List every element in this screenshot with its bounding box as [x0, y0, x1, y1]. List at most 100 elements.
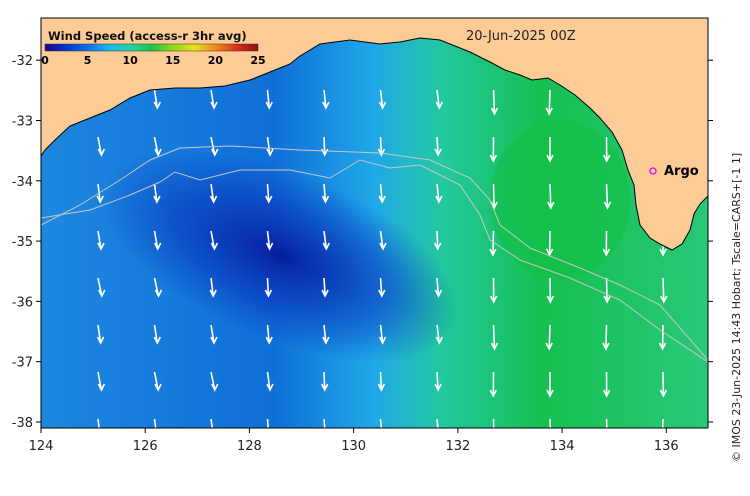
- x-tick-label: 128: [237, 439, 262, 454]
- y-tick-label: -36: [12, 295, 33, 310]
- wind-arrow: [489, 230, 497, 257]
- wind-arrow: [602, 136, 611, 163]
- wind-arrow: [97, 136, 106, 157]
- y-tick-label: -35: [12, 235, 33, 250]
- wind-arrow: [435, 324, 444, 345]
- wind-arrow: [661, 418, 664, 428]
- wind-arrow: [266, 418, 269, 428]
- australia-landmass: [41, 18, 708, 251]
- y-tick-label: -34: [12, 175, 33, 190]
- wind-arrow: [153, 418, 157, 428]
- wind-arrow: [603, 183, 612, 210]
- wind-arrow: [322, 230, 331, 251]
- wind-arrow: [435, 89, 444, 110]
- wind-arrow: [546, 372, 554, 398]
- wind-arrow: [153, 277, 163, 298]
- wind-arrow: [549, 418, 552, 428]
- wind-arrow: [378, 183, 386, 204]
- wind-arrow: [492, 418, 495, 428]
- wind-arrow: [153, 136, 162, 157]
- x-tick-label: 132: [445, 439, 470, 454]
- wind-arrow: [96, 324, 105, 345]
- x-tick-label: 124: [29, 439, 54, 454]
- wind-arrow: [602, 371, 611, 398]
- wind-arrow: [210, 230, 219, 251]
- wind-arrow: [377, 371, 386, 392]
- credit-container: © IMOS 23-Jun-2025 14:43 Hobart; Tscale=…: [726, 22, 746, 462]
- wind-arrow: [97, 277, 106, 298]
- wind-arrow: [602, 230, 611, 257]
- wind-arrow: [323, 418, 326, 428]
- wind-arrow: [265, 89, 273, 110]
- wind-arrow: [209, 183, 218, 204]
- wind-arrow: [436, 418, 439, 428]
- wind-arrow: [210, 324, 218, 345]
- wind-arrow: [546, 277, 555, 304]
- wind-arrow: [266, 371, 274, 392]
- wind-arrow: [603, 277, 611, 304]
- wind-arrow: [322, 89, 330, 110]
- x-tick-label: 136: [654, 439, 679, 454]
- x-axis: 124 126 128 130 132 134 136: [29, 428, 679, 454]
- wind-arrow: [379, 230, 387, 251]
- colorbar-ticks: 0 5 10 15 20 25: [41, 54, 265, 67]
- wind-arrow: [266, 136, 274, 157]
- wind-arrow: [264, 277, 273, 298]
- colorbar-tick-label: 20: [208, 54, 224, 67]
- colorbar-tick-label: 15: [165, 54, 180, 67]
- wind-arrow: [97, 230, 105, 251]
- colorbar-tick-label: 10: [123, 54, 139, 67]
- wind-arrow: [490, 89, 499, 116]
- wind-arrow: [265, 183, 273, 204]
- wind-arrow: [97, 371, 106, 392]
- wind-arrow: [210, 418, 214, 428]
- x-tick-label: 126: [133, 439, 158, 454]
- wind-arrow: [377, 136, 386, 157]
- wind-arrow: [153, 371, 162, 392]
- low-wind-core: [100, 148, 460, 362]
- y-axis: -32 -33 -34 -35 -36 -37 -38: [12, 54, 713, 431]
- colorbar-tick-label: 0: [41, 54, 49, 67]
- wind-arrow: [210, 371, 219, 392]
- wind-arrow: [489, 277, 498, 304]
- wind-arrow: [378, 277, 386, 298]
- wind-arrow: [210, 89, 218, 110]
- wind-arrow: [489, 371, 498, 398]
- argo-marker-icon: [649, 167, 657, 175]
- wind-arrow: [97, 418, 100, 428]
- wind-arrow: [320, 371, 329, 392]
- wind-arrow: [434, 277, 443, 298]
- colorbar-tick-label: 5: [84, 54, 92, 67]
- wind-arrow: [322, 324, 330, 345]
- wind-arrow: [434, 136, 442, 157]
- wind-arrow: [435, 183, 443, 204]
- wind-arrow: [545, 324, 553, 351]
- wind-arrow: [379, 418, 383, 428]
- shelf-contour-outer: [41, 145, 708, 361]
- shelf-contour-inner: [41, 159, 708, 363]
- y-tick-label: -37: [12, 356, 33, 371]
- map-border: [40, 17, 709, 429]
- argo-label: Argo: [664, 164, 699, 179]
- wind-arrow: [321, 277, 329, 298]
- wind-arrow: [265, 324, 273, 345]
- wind-arrow: [547, 183, 555, 210]
- x-tick-label: 134: [550, 439, 575, 454]
- wind-arrow: [660, 277, 668, 304]
- wind-arrow: [433, 230, 442, 251]
- map-frame: [41, 18, 708, 428]
- wind-arrow: [153, 230, 162, 251]
- wind-arrow: [153, 183, 161, 204]
- wind-arrow: [209, 277, 217, 298]
- wind-arrow: [210, 136, 219, 157]
- y-tick-label: -32: [12, 54, 33, 69]
- colorbar-tick-label: 25: [250, 54, 265, 67]
- wind-arrow: [265, 230, 274, 251]
- wind-arrow: [545, 89, 553, 116]
- wind-arrow: [658, 324, 667, 351]
- wind-arrow: [321, 183, 330, 204]
- wind-arrow: [153, 324, 162, 345]
- wind-arrow: [378, 89, 387, 110]
- wind-arrow: [602, 324, 610, 351]
